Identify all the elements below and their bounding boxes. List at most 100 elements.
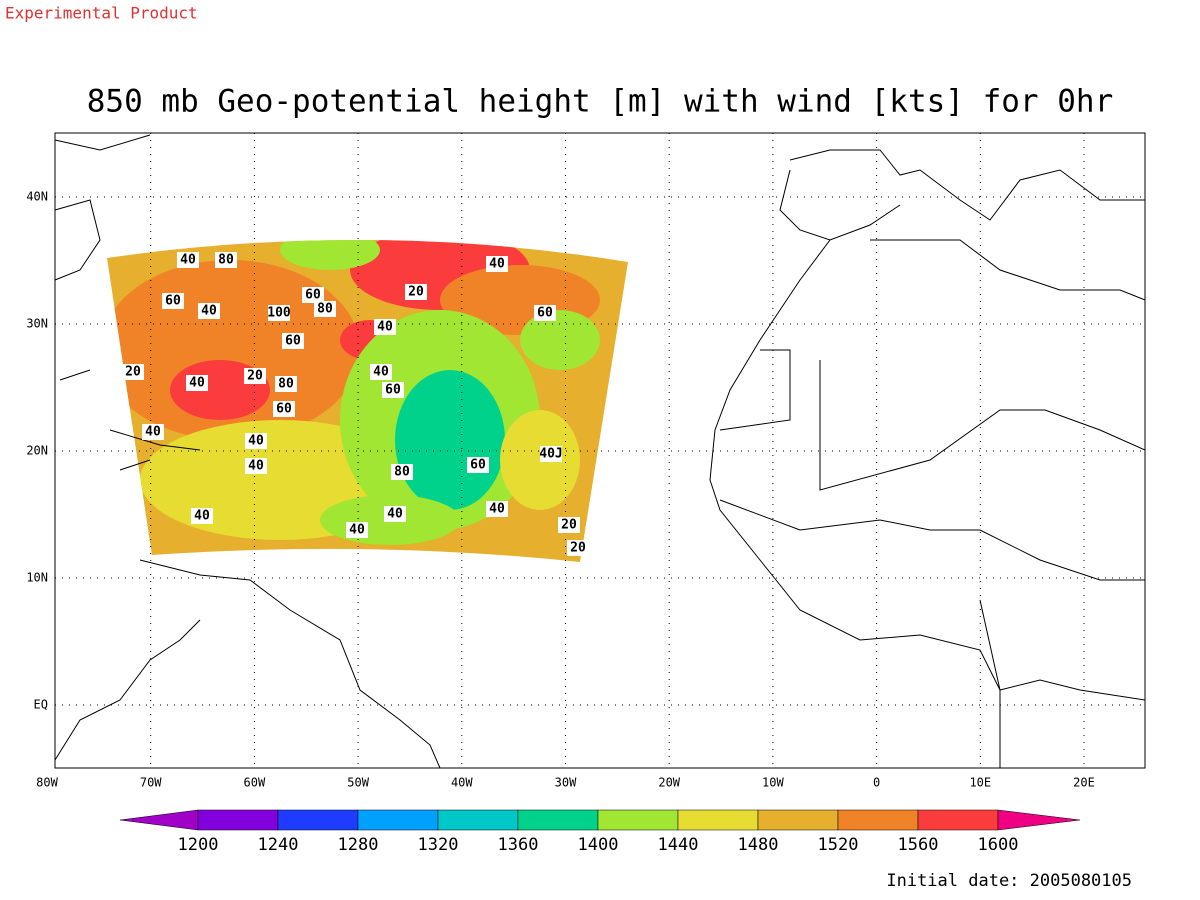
contour-label-text: 40 xyxy=(145,425,161,440)
lat-label: 20N xyxy=(26,444,48,458)
contour-label-bg xyxy=(467,457,489,473)
title: 850 mb Geo-potential height [m] with win… xyxy=(87,84,1114,120)
contour-label: 20 xyxy=(122,364,144,380)
colorbar-label: 1280 xyxy=(338,835,379,855)
colorbar-box xyxy=(437,809,519,831)
contour-label-text: 40 xyxy=(180,253,196,268)
colorbar-label: 1480 xyxy=(738,835,779,855)
contour-label-bg xyxy=(282,333,304,349)
contour-label-bg xyxy=(142,424,164,440)
contour-label: 40 xyxy=(191,508,213,524)
contour-label-bg xyxy=(177,252,199,268)
lon-label: 50W xyxy=(347,776,369,790)
contour-label: 60 xyxy=(162,293,184,309)
contour-label-bg xyxy=(302,287,324,303)
contour-label-text: 40 xyxy=(189,376,205,391)
contour-label-text: 80 xyxy=(278,377,294,392)
contour-label-bg xyxy=(244,368,266,384)
contour-label-text: 40 xyxy=(194,509,210,524)
lon-label: 20E xyxy=(1073,776,1095,790)
contour-label-text: 60 xyxy=(165,294,181,309)
contour-label-bg xyxy=(314,301,336,317)
contour-label-text: 40 xyxy=(349,523,365,538)
coastlines xyxy=(54,134,1146,769)
colorbar-label: 1400 xyxy=(578,835,619,855)
contour-label-text: 40 xyxy=(489,257,505,272)
contour-label-bg xyxy=(567,540,589,556)
colorbar-label: 1440 xyxy=(658,835,699,855)
colorbar-box xyxy=(277,809,359,831)
contour-label: 40 xyxy=(384,506,406,522)
contour-label-text: 60 xyxy=(470,458,486,473)
contour-label: 40 xyxy=(346,522,368,538)
contour-label: 60 xyxy=(534,305,556,321)
contour-label: 80 xyxy=(314,301,336,317)
colorbar-min xyxy=(119,809,199,831)
lat-label: 30N xyxy=(26,317,48,331)
contour-label-text: 40 xyxy=(248,434,264,449)
contour-label-bg xyxy=(273,401,295,417)
lat-label: EQ xyxy=(34,698,48,712)
contour-label-text: 80 xyxy=(317,302,333,317)
contour-label-bg xyxy=(346,522,368,538)
lat-label: 40N xyxy=(26,190,48,204)
colorbar-label: 1520 xyxy=(818,835,859,855)
colorbar-box xyxy=(917,809,999,831)
contour-label-text: 100 xyxy=(267,306,291,321)
contour-label: 20 xyxy=(558,517,580,533)
contour-label: 80 xyxy=(215,252,237,268)
contour-label-bg xyxy=(540,446,562,462)
colorbar-label: 1600 xyxy=(978,835,1019,855)
contour-label: 20 xyxy=(405,284,427,300)
contour-label: 60 xyxy=(273,401,295,417)
contour-label: 40 xyxy=(198,303,220,319)
contour-label-text: 20 xyxy=(125,365,141,380)
contour-label-text: 20 xyxy=(247,369,263,384)
contour-label: 40 xyxy=(142,424,164,440)
lon-label: 0 xyxy=(873,776,880,790)
lat-label: 10N xyxy=(26,571,48,585)
colorbar-max xyxy=(997,809,1081,831)
contour-label-bg xyxy=(245,433,267,449)
contour-label: 60 xyxy=(302,287,324,303)
contour-label-bg xyxy=(384,506,406,522)
contour-label: 40 xyxy=(245,433,267,449)
contour-label-text: 40 xyxy=(387,507,403,522)
contour-label-bg xyxy=(162,293,184,309)
lon-label: 80W xyxy=(36,776,58,790)
colorbar-box xyxy=(517,809,599,831)
contour-label-text: 80 xyxy=(218,253,234,268)
contour-label: 40 xyxy=(177,252,199,268)
contour-label-bg xyxy=(382,382,404,398)
contour-label-text: 60 xyxy=(276,402,292,417)
colorbar: 1200 1240 1280 1320 1360 1400 1440 1480 1520 1560… xyxy=(119,809,1081,855)
colorbar-label: 1240 xyxy=(258,835,299,855)
colorbar-label: 1360 xyxy=(498,835,539,855)
contour-label-text: 20 xyxy=(561,518,577,533)
contour-label: 100 xyxy=(267,305,291,321)
contour-label-bg xyxy=(191,508,213,524)
contour-label-bg xyxy=(245,458,267,474)
map-frame xyxy=(54,132,1146,769)
contour-label: 60 xyxy=(282,333,304,349)
contour-label: 20 xyxy=(244,368,266,384)
contour-label-bg xyxy=(198,303,220,319)
note: Experimental Product xyxy=(5,4,198,23)
initial-date: Initial date: 2005080105 xyxy=(886,871,1132,891)
contour-label-bg xyxy=(268,305,290,321)
lon-label: 30W xyxy=(555,776,577,790)
contour-label-text: 40 xyxy=(373,365,389,380)
lon-label: 20W xyxy=(658,776,680,790)
contour-label-bg xyxy=(374,319,396,335)
contour-label: 60 xyxy=(382,382,404,398)
contour-label: 20 xyxy=(567,540,589,556)
contour-label-bg xyxy=(391,464,413,480)
contour-label-bg xyxy=(486,256,508,272)
lon-label: 10E xyxy=(969,776,991,790)
colorbar-label: 1320 xyxy=(418,835,459,855)
contour-label-text: 60 xyxy=(305,288,321,303)
lon-label: 40W xyxy=(451,776,473,790)
contour-label-text: 40 xyxy=(489,502,505,517)
